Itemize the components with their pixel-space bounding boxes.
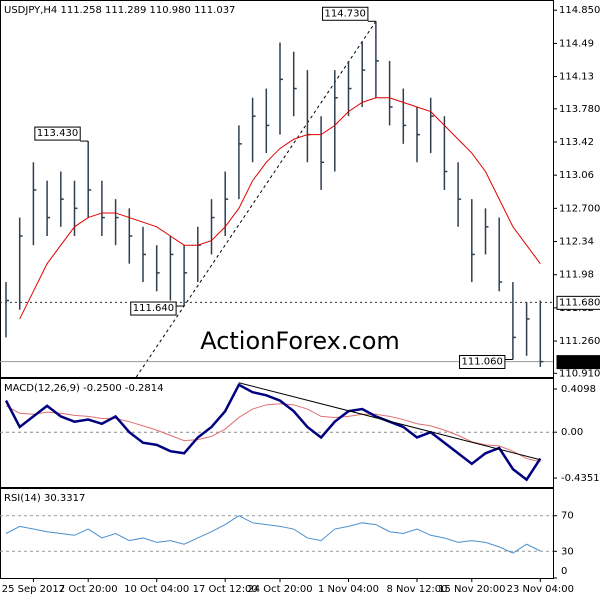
x-tick-label: 1 Nov 04:00: [318, 584, 379, 595]
level-label-box: [556, 355, 600, 370]
x-tick-label: 2 Oct 20:00: [59, 584, 118, 595]
y-tick-label: 111.260: [559, 336, 600, 347]
annotation-label-box: [322, 6, 369, 21]
annotation-label: 111.640: [133, 303, 174, 314]
x-tick-label: 10 Oct 04:00: [124, 584, 189, 595]
x-tick-label: 24 Oct 20:00: [247, 584, 312, 595]
y-tick-label: 113.42: [559, 137, 594, 148]
y-tick-label: 114.49: [559, 38, 594, 49]
annotation-label-box: [130, 301, 177, 316]
watermark: ActionForex.com: [200, 327, 400, 355]
macd-panel: [0, 378, 554, 488]
y-tick-label: 0.00: [561, 427, 583, 438]
signal-line: [5, 403, 541, 463]
y-tick-label: 111.98: [559, 270, 594, 281]
y-tick-label: 110.910: [559, 368, 600, 379]
y-tick-label: 114.13: [559, 72, 594, 83]
annotation-label: 111.060: [462, 356, 503, 367]
annotation-label: 114.730: [325, 8, 366, 19]
y-tick-label: -0.4351: [561, 473, 600, 484]
chart-title: USDJPY,H4 111.258 111.289 110.980 111.03…: [4, 5, 235, 16]
rsi-panel: [0, 488, 554, 579]
x-tick-label: 17 Oct 12:00: [193, 584, 258, 595]
panel-title: RSI(14) 30.3317: [4, 493, 85, 504]
rsi-line: [5, 515, 541, 554]
macd-trendline: [238, 382, 541, 461]
x-tick-label: 23 Nov 04:00: [507, 584, 574, 595]
y-tick-label: 112.34: [559, 237, 594, 248]
annotation-label-box: [34, 126, 81, 141]
x-tick-label: 25 Sep 2017: [2, 584, 65, 595]
moving-average: [19, 97, 541, 320]
y-tick-label: 112.700: [559, 203, 600, 214]
y-tick-label: 114.850: [559, 5, 600, 16]
y-tick-label: 113.780: [559, 104, 600, 115]
level-label: 111.037: [559, 357, 600, 368]
y-tick-label: 113.06: [559, 170, 594, 181]
y-tick-label: 30: [561, 546, 574, 557]
annotation-label-box: [459, 354, 506, 369]
y-tick-label: 0.4098: [561, 384, 596, 395]
annotation-label: 113.430: [37, 128, 78, 139]
y-tick-label: 0: [561, 566, 567, 577]
macd-line: [4, 383, 542, 482]
level-label: 111.680: [559, 297, 600, 308]
x-tick-label: 15 Nov 20:00: [438, 584, 505, 595]
x-tick-label: 8 Nov 12:00: [386, 584, 447, 595]
trendline: [135, 20, 377, 378]
price-panel: [0, 0, 554, 378]
panel-title: MACD(12,26,9) -0.2500 -0.2814: [4, 383, 164, 394]
y-tick-label: 70: [561, 511, 574, 522]
level-label-box: [556, 295, 600, 310]
